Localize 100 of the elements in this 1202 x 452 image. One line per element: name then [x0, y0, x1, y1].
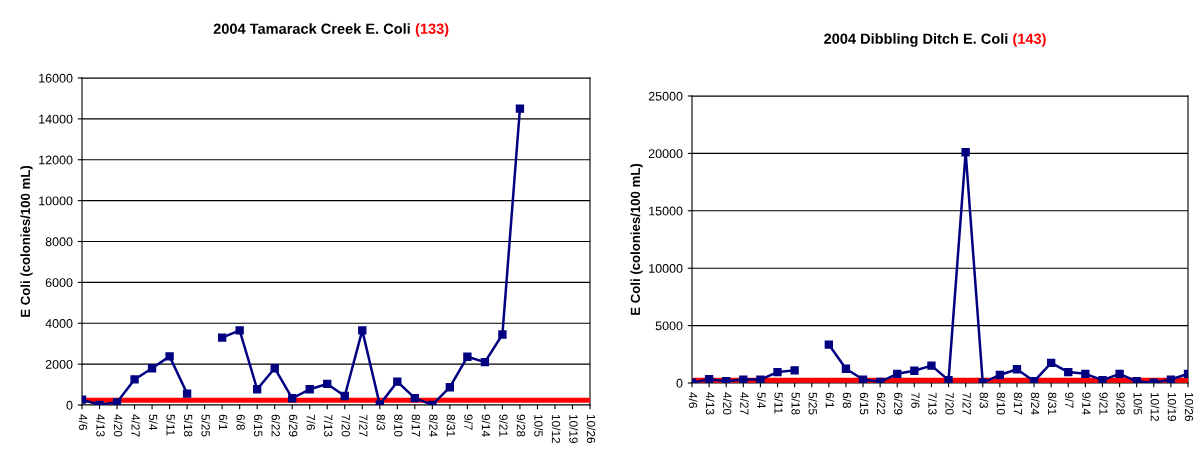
x-tick-label: 5/18: [183, 414, 193, 437]
x-tick-label: 10/5: [1133, 392, 1143, 415]
point: [112, 398, 122, 405]
point: [944, 375, 953, 383]
point: [305, 385, 314, 394]
point: [217, 333, 227, 342]
point: [756, 375, 765, 383]
y-tick-label: 10000: [39, 196, 73, 206]
x-tick-label: 7/27: [962, 392, 972, 415]
point: [1064, 367, 1073, 377]
x-tick-label: 10/26: [1184, 392, 1194, 422]
y-tick-label: 0: [66, 400, 73, 410]
y-tick-label: 16000: [39, 73, 73, 83]
y-tick-label: 10000: [649, 264, 683, 273]
x-tick-label: 4/20: [113, 414, 123, 437]
x-tick-label: 6/1: [218, 414, 228, 430]
point: [1047, 358, 1056, 368]
x-tick-label: 6/8: [842, 392, 852, 408]
x-tick-label: 10/5: [534, 414, 543, 437]
point: [790, 366, 799, 375]
point: [858, 375, 868, 383]
point: [445, 383, 455, 392]
x-tick-label: 7/13: [324, 414, 333, 437]
y-tick-label: 25000: [648, 91, 683, 101]
x-tick-label: 5/25: [201, 414, 211, 437]
point: [961, 148, 970, 157]
y-tick-label: 5000: [655, 321, 683, 331]
x-tick-label: 9/7: [464, 414, 473, 430]
x-tick-label: 6/1: [825, 392, 835, 408]
point: [824, 340, 833, 349]
point: [323, 379, 332, 389]
x-tick-label: 4/13: [96, 414, 106, 437]
x-tick-label: 10/12: [551, 414, 561, 443]
x-tick-label: 5/11: [774, 392, 784, 414]
x-tick-label: 7/20: [341, 414, 351, 437]
x-tick-label: 5/18: [791, 392, 801, 415]
point: [910, 366, 919, 375]
x-tick-label: 8/24: [1030, 392, 1040, 415]
point: [480, 357, 490, 367]
y-tick-label: 6000: [45, 278, 73, 288]
point: [165, 352, 174, 361]
x-tick-label: 10/19: [569, 414, 578, 444]
point: [182, 389, 192, 398]
point: [235, 326, 244, 335]
x-tick-label: 4/13: [705, 392, 715, 415]
chart-title: 2004 Tamarack Creek E. Coli: [213, 23, 410, 34]
x-tick-label: 7/27: [359, 414, 368, 437]
x-tick-label: 8/10: [394, 414, 403, 437]
x-tick-label: 9/14: [1082, 392, 1091, 415]
y-tick-label: 15000: [649, 206, 683, 216]
point: [340, 391, 349, 401]
x-tick-label: 4/20: [723, 392, 732, 415]
x-tick-label: 10/12: [1150, 392, 1160, 421]
point: [893, 369, 902, 378]
point: [358, 326, 367, 335]
x-tick-label: 4/6: [688, 392, 698, 408]
x-tick-label: 6/22: [876, 392, 886, 415]
point: [995, 370, 1005, 380]
point: [463, 352, 472, 361]
point: [704, 375, 714, 383]
point: [515, 104, 525, 113]
x-tick-label: 6/15: [859, 392, 869, 415]
x-tick-label: 8/17: [1013, 392, 1023, 415]
x-tick-label: 6/29: [894, 392, 903, 415]
x-tick-label: 6/29: [289, 414, 298, 437]
x-tick-label: 8/10: [996, 392, 1006, 415]
point: [147, 364, 157, 373]
x-tick-label: 8/31: [446, 414, 456, 437]
point: [739, 375, 748, 383]
x-tick-label: 8/3: [979, 392, 989, 408]
point: [1081, 369, 1090, 378]
point: [773, 367, 782, 377]
x-tick-label: 7/6: [911, 392, 920, 408]
x-tick-label: 10/26: [586, 414, 596, 444]
point: [1115, 369, 1124, 378]
x-tick-label: 9/14: [481, 414, 491, 437]
point: [410, 393, 419, 403]
y-axis-title: E Coli (colonies/100 mL): [630, 163, 643, 315]
x-tick-label: 9/21: [499, 414, 508, 437]
chart-title: 2004 Dibbling Ditch E. Coli: [824, 33, 1008, 47]
x-tick-label: 9/7: [1065, 392, 1074, 408]
y-tick-label: 2000: [45, 359, 73, 369]
y-tick-label: 8000: [45, 237, 73, 247]
point: [927, 361, 936, 370]
x-tick-label: 4/27: [131, 414, 141, 437]
point: [288, 394, 297, 403]
x-tick-label: 4/27: [740, 392, 749, 415]
x-tick-label: 6/8: [236, 414, 246, 430]
point: [1012, 365, 1022, 374]
y-tick-label: 12000: [39, 155, 73, 165]
x-tick-label: 5/4: [148, 414, 158, 431]
point: [841, 364, 851, 373]
point: [393, 377, 402, 386]
x-tick-label: 5/11: [166, 414, 176, 436]
x-tick-label: 5/4: [757, 392, 766, 409]
x-tick-label: 8/17: [411, 414, 421, 437]
point: [270, 364, 279, 373]
x-tick-label: 9/28: [516, 414, 526, 437]
point: [1098, 375, 1107, 383]
y-tick-label: 20000: [648, 149, 683, 159]
